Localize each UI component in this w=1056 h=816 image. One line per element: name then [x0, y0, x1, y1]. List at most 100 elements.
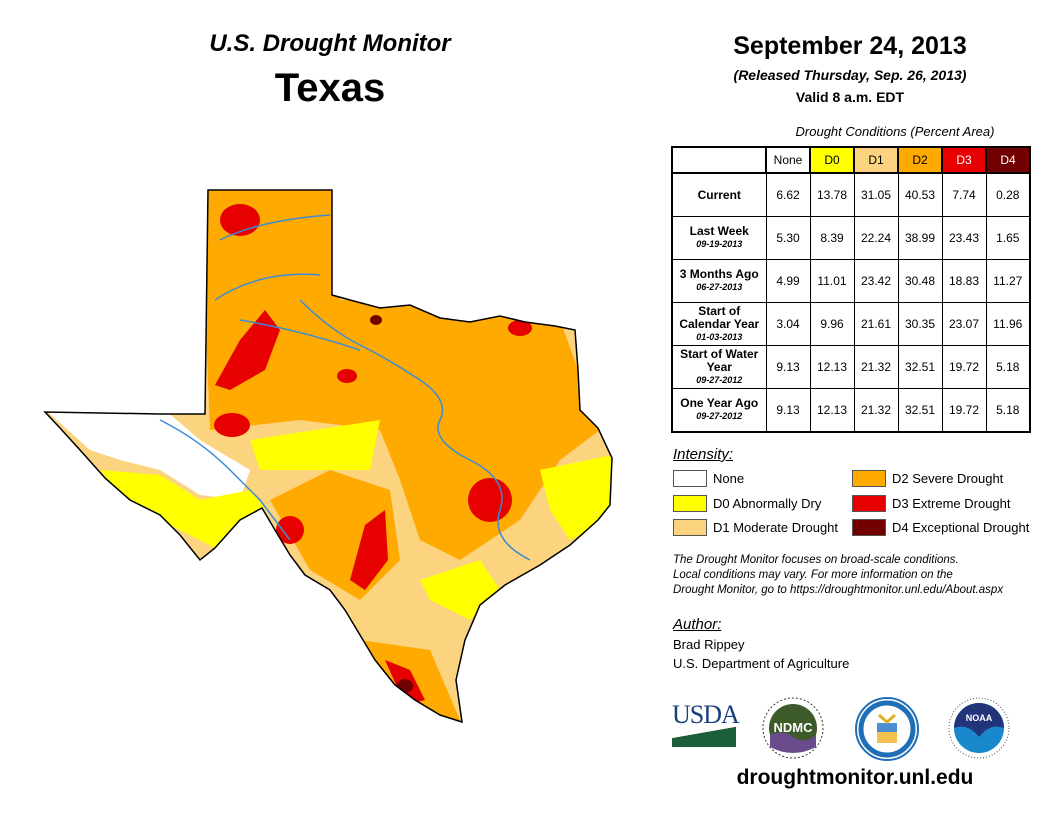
row-label: Last Week 09-19-2013	[671, 216, 767, 260]
table-cell: 3.04	[765, 302, 811, 346]
table-cell: 38.99	[897, 216, 943, 260]
legend-swatch	[673, 470, 707, 487]
legend-item: D4 Exceptional Drought	[852, 519, 1029, 536]
legend-swatch	[852, 495, 886, 512]
table-header-row: None D0 D1 D2 D3 D4	[672, 146, 1031, 174]
region-title: Texas	[274, 66, 386, 110]
legend-swatch	[673, 495, 707, 512]
table-cell: 1.65	[985, 216, 1031, 260]
ndmc-logo: NDMC	[762, 697, 824, 759]
table-cell: 11.01	[809, 259, 855, 303]
row-label-text: One Year Ago	[680, 396, 759, 410]
table-cell: 8.39	[809, 216, 855, 260]
author-name: Brad Rippey	[673, 637, 745, 652]
svg-text:NOAA: NOAA	[966, 713, 993, 723]
table-cell: 30.35	[897, 302, 943, 346]
row-label: One Year Ago 09-27-2012	[671, 388, 767, 433]
table-row: Start of Calendar Year 01-03-2013 3.04 9.96…	[671, 302, 1031, 346]
table-cell: 11.27	[985, 259, 1031, 303]
table-row: Last Week 09-19-2013 5.30 8.39 22.24 38.99 23.…	[671, 216, 1031, 260]
legend-item: D0 Abnormally Dry	[673, 495, 821, 512]
col-none: None	[765, 146, 811, 174]
legend-item: D1 Moderate Drought	[673, 519, 838, 536]
d3-area	[215, 310, 280, 390]
legend-label: D3 Extreme Drought	[892, 496, 1011, 511]
noaa-logo: NOAA	[948, 697, 1010, 759]
table-cell: 21.32	[853, 345, 899, 389]
texas-drought-map	[44, 189, 613, 723]
note-line: Local conditions may vary. For more info…	[673, 569, 953, 581]
map-title: U.S. Drought Monitor	[209, 30, 451, 57]
table-cell: 5.18	[985, 388, 1031, 433]
table-cell: 21.32	[853, 388, 899, 433]
row-label: Current	[671, 172, 767, 217]
table-cell: 19.72	[941, 388, 987, 433]
table-cell: 5.18	[985, 345, 1031, 389]
website-url[interactable]: droughtmonitor.unl.edu	[736, 766, 974, 789]
table-cell: 31.05	[853, 172, 899, 217]
none-area-west	[45, 405, 250, 500]
note-line: The Drought Monitor focuses on broad-sca…	[673, 554, 959, 566]
d2-area-north	[200, 190, 600, 560]
table-cell: 32.51	[897, 388, 943, 433]
table-cell: 6.62	[765, 172, 811, 217]
d3-area	[214, 413, 250, 437]
row-date: 01-03-2013	[696, 331, 743, 342]
legend-item: None	[673, 470, 744, 487]
table-cell: 23.07	[941, 302, 987, 346]
svg-text:NDMC: NDMC	[774, 720, 814, 735]
table-cell: 19.72	[941, 345, 987, 389]
disclaimer-note: The Drought Monitor focuses on broad-sca…	[673, 553, 1053, 598]
table-cell: 5.30	[765, 216, 811, 260]
col-d1: D1	[853, 146, 899, 174]
d4-area	[370, 315, 382, 325]
table-cell: 13.78	[809, 172, 855, 217]
map-date: September 24, 2013	[733, 32, 967, 60]
author-title: Author:	[673, 616, 722, 633]
row-date: 09-27-2012	[696, 374, 743, 385]
row-label: Start of Water Year 09-27-2012	[671, 345, 767, 389]
col-d4: D4	[985, 146, 1031, 174]
row-date: 09-27-2012	[696, 411, 743, 421]
table-cell: 12.13	[809, 345, 855, 389]
row-label-text: Last Week	[689, 224, 749, 238]
table-cell: 22.24	[853, 216, 899, 260]
legend-label: D1 Moderate Drought	[713, 520, 839, 535]
table-cell: 21.61	[853, 302, 899, 346]
col-d0: D0	[809, 146, 855, 174]
row-label-text: 3 Months Ago	[679, 267, 759, 281]
table-cell: 18.83	[941, 259, 987, 303]
table-cell: 4.99	[765, 259, 811, 303]
table-cell: 40.53	[897, 172, 943, 217]
table-cell: 23.43	[941, 216, 987, 260]
table-cell: 11.96	[985, 302, 1031, 346]
table-cell: 12.13	[809, 388, 855, 433]
d0-area-east	[540, 455, 612, 540]
row-date: 06-27-2013	[696, 282, 743, 292]
legend-label: D0 Abnormally Dry	[713, 496, 822, 511]
table-cell: 9.96	[809, 302, 855, 346]
release-date: (Released Thursday, Sep. 26, 2013)	[733, 67, 967, 83]
author-org: U.S. Department of Agriculture	[673, 656, 850, 671]
legend-swatch	[852, 470, 886, 487]
table-row: One Year Ago 09-27-2012 9.13 12.13 21.32 32.5…	[671, 388, 1031, 433]
note-line: Drought Monitor, go to https://droughtmo…	[673, 584, 1004, 596]
table-cell: 9.13	[765, 388, 811, 433]
row-date: 09-19-2013	[696, 239, 743, 249]
legend-swatch	[673, 519, 707, 536]
d0-area-west	[100, 470, 265, 548]
row-label-text: Start of Water Year	[680, 346, 759, 374]
table-cell: 30.48	[897, 259, 943, 303]
d3-area	[468, 478, 512, 522]
legend-label: None	[713, 471, 745, 486]
table-row: Current 6.62 13.78 31.05 40.53 7.74 0.28	[671, 172, 1031, 217]
table-cell: 32.51	[897, 345, 943, 389]
legend-swatch	[852, 519, 886, 536]
table-cell: 23.42	[853, 259, 899, 303]
table-row: 3 Months Ago 06-27-2013 4.99 11.01 23.42 30.4…	[671, 259, 1031, 303]
d3-area	[337, 369, 357, 383]
d3-area	[276, 516, 304, 544]
table-cell: 0.28	[985, 172, 1031, 217]
table-caption: Drought Conditions (Percent Area)	[795, 124, 995, 139]
